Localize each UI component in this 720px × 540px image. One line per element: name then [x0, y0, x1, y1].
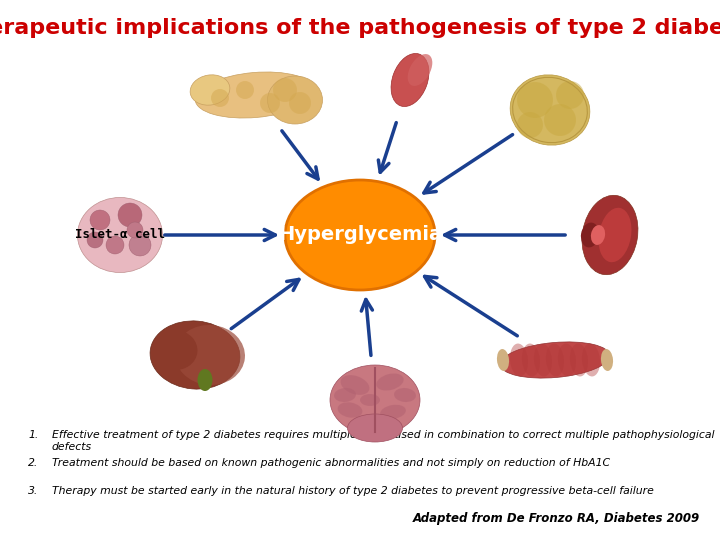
Ellipse shape: [338, 402, 362, 418]
Ellipse shape: [334, 388, 356, 402]
Ellipse shape: [330, 365, 420, 435]
Circle shape: [544, 104, 576, 136]
Text: 2.: 2.: [28, 458, 38, 468]
Circle shape: [211, 89, 229, 107]
Circle shape: [106, 236, 124, 254]
Ellipse shape: [175, 325, 245, 385]
Ellipse shape: [391, 53, 429, 106]
Ellipse shape: [500, 342, 610, 378]
Ellipse shape: [581, 222, 599, 247]
Ellipse shape: [497, 349, 509, 371]
Circle shape: [87, 232, 103, 248]
Text: Treatment should be based on known pathogenic abnormalities and not simply on re: Treatment should be based on known patho…: [52, 458, 610, 468]
Text: Islet-α cell: Islet-α cell: [75, 228, 165, 241]
Ellipse shape: [591, 225, 605, 245]
Ellipse shape: [601, 349, 613, 371]
Circle shape: [129, 234, 151, 256]
Circle shape: [260, 93, 280, 113]
Text: 1.: 1.: [28, 430, 38, 440]
Ellipse shape: [197, 369, 212, 391]
Ellipse shape: [150, 321, 240, 389]
Circle shape: [517, 82, 553, 118]
Ellipse shape: [285, 180, 435, 290]
Ellipse shape: [190, 75, 230, 105]
Text: Effective treatment of type 2 diabetes requires multiple drugs used in combinati: Effective treatment of type 2 diabetes r…: [52, 430, 714, 451]
Ellipse shape: [380, 405, 406, 419]
Circle shape: [517, 112, 543, 138]
Circle shape: [273, 78, 297, 102]
Ellipse shape: [377, 374, 404, 390]
Ellipse shape: [522, 343, 540, 376]
Ellipse shape: [341, 375, 369, 395]
Ellipse shape: [582, 343, 600, 376]
Ellipse shape: [546, 343, 564, 376]
Ellipse shape: [534, 343, 552, 376]
Circle shape: [118, 203, 142, 227]
Ellipse shape: [195, 72, 315, 118]
Ellipse shape: [394, 388, 416, 402]
Ellipse shape: [582, 195, 638, 275]
Ellipse shape: [510, 343, 528, 376]
Text: Therapeutic implications of the pathogenesis of type 2 diabetes: Therapeutic implications of the pathogen…: [0, 18, 720, 38]
Ellipse shape: [558, 343, 576, 376]
Text: Adapted from De Fronzo RA, Diabetes 2009: Adapted from De Fronzo RA, Diabetes 2009: [413, 512, 700, 525]
Circle shape: [127, 222, 143, 238]
Circle shape: [90, 210, 110, 230]
Ellipse shape: [268, 76, 323, 124]
Ellipse shape: [78, 198, 163, 273]
Ellipse shape: [510, 75, 590, 145]
Circle shape: [289, 92, 311, 114]
Ellipse shape: [360, 394, 380, 406]
Text: Hyperglycemia: Hyperglycemia: [278, 226, 442, 245]
Ellipse shape: [348, 414, 402, 442]
Circle shape: [556, 81, 584, 109]
Text: 3.: 3.: [28, 486, 38, 496]
Text: Therapy must be started early in the natural history of type 2 diabetes to preve: Therapy must be started early in the nat…: [52, 486, 654, 496]
Ellipse shape: [153, 330, 197, 370]
Circle shape: [236, 81, 254, 99]
Ellipse shape: [408, 54, 432, 86]
Ellipse shape: [598, 208, 631, 262]
Ellipse shape: [570, 343, 588, 376]
